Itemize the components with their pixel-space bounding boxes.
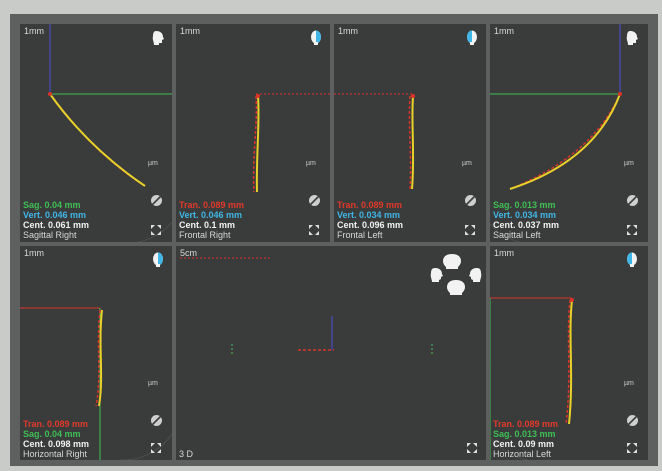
sagittal-left-plot xyxy=(490,24,622,242)
panel-frontal-left[interactable]: 1mm µm Tran. 0.089 mm Vert. 0.034 mm Cen… xyxy=(334,24,486,242)
scale-label: 1mm xyxy=(24,248,44,258)
maximize-icon[interactable] xyxy=(466,442,478,454)
scale-label: 5cm xyxy=(180,248,198,258)
maximize-icon[interactable] xyxy=(150,224,162,236)
measure-line-1: Tran. 0.089 mm xyxy=(493,419,559,429)
panel-sagittal-left[interactable]: 1mm µm Sag. 0.013 mm Vert. 0.034 mm Cent… xyxy=(490,24,648,242)
panel-horizontal-right[interactable]: 1mm µm Tran. 0.089 mm Sag. 0.04 mm Cent.… xyxy=(20,246,172,460)
view-name: Horizontal Right xyxy=(23,449,88,459)
panel-sagittal-right[interactable]: 1mm µm Sag. 0.04 mm Vert. 0.046 mm Cent.… xyxy=(20,24,172,242)
panel-frontal-right[interactable]: 1mm µm Tran. 0.089 mm Vert. 0.046 mm Cen… xyxy=(176,24,330,242)
view-name: Frontal Left xyxy=(337,230,383,240)
hide-trace-icon[interactable] xyxy=(308,194,321,207)
measure-line-1: Tran. 0.089 mm xyxy=(337,200,403,210)
maximize-icon[interactable] xyxy=(150,442,162,454)
head-profile-icon[interactable] xyxy=(626,30,638,46)
head-front-icon[interactable] xyxy=(310,30,322,46)
measure-line-3: Cent. 0.098 mm xyxy=(23,439,90,449)
measure-line-2: Vert. 0.034 mm xyxy=(337,210,401,220)
head-front-icon[interactable] xyxy=(152,252,164,268)
scale-label: 1mm xyxy=(494,248,514,258)
head-front-icon[interactable] xyxy=(626,252,638,268)
panel-horizontal-left[interactable]: 1mm µm Tran. 0.089 mm Sag. 0.013 mm Cent… xyxy=(490,246,648,460)
unit-label: µm xyxy=(624,380,634,387)
maximize-icon[interactable] xyxy=(308,224,320,236)
horizontal-left-plot xyxy=(490,297,574,460)
hide-trace-icon[interactable] xyxy=(150,194,163,207)
measure-line-3: Cent. 0.037 mm xyxy=(493,220,560,230)
view-name: 3 D xyxy=(179,449,194,459)
horizontal-right-plot xyxy=(20,307,172,460)
view-name: Sagittal Right xyxy=(23,230,77,240)
measure-line-2: Sag. 0.013 mm xyxy=(493,429,556,439)
view-name: Horizontal Left xyxy=(493,449,552,459)
measure-line-2: Sag. 0.04 mm xyxy=(23,429,81,439)
scale-label: 1mm xyxy=(338,26,358,36)
unit-label: µm xyxy=(624,160,634,167)
unit-label: µm xyxy=(148,380,158,387)
frontal-left-plot xyxy=(334,93,415,190)
maximize-icon[interactable] xyxy=(626,442,638,454)
measure-line-1: Sag. 0.04 mm xyxy=(23,200,81,210)
view-name: Frontal Right xyxy=(179,230,231,240)
unit-label: µm xyxy=(306,160,316,167)
measure-line-3: Cent. 0.1 mm xyxy=(179,220,236,230)
hide-trace-icon[interactable] xyxy=(626,414,639,427)
frontal-right-plot xyxy=(252,93,330,193)
unit-label: µm xyxy=(462,160,472,167)
head-profile-icon[interactable] xyxy=(152,30,164,46)
measure-line-3: Cent. 0.061 mm xyxy=(23,220,90,230)
hide-trace-icon[interactable] xyxy=(626,194,639,207)
measure-line-3: Cent. 0.09 mm xyxy=(493,439,555,449)
panel-3d[interactable]: 5cm 3 D xyxy=(176,246,486,460)
scale-label: 1mm xyxy=(24,26,44,36)
measure-line-2: Vert. 0.046 mm xyxy=(179,210,243,220)
view-name: Sagittal Left xyxy=(493,230,541,240)
measure-line-3: Cent. 0.096 mm xyxy=(337,220,404,230)
head-front-icon[interactable] xyxy=(466,30,478,46)
sagittal-right-plot xyxy=(48,24,172,242)
measure-line-1: Tran. 0.089 mm xyxy=(179,200,245,210)
maximize-icon[interactable] xyxy=(626,224,638,236)
scale-label: 1mm xyxy=(180,26,200,36)
measure-line-1: Sag. 0.013 mm xyxy=(493,200,556,210)
measure-line-2: Vert. 0.034 mm xyxy=(493,210,557,220)
measure-line-2: Vert. 0.046 mm xyxy=(23,210,87,220)
hide-trace-icon[interactable] xyxy=(150,414,163,427)
unit-label: µm xyxy=(148,160,158,167)
heads-3d-icon[interactable] xyxy=(430,252,482,300)
scale-label: 1mm xyxy=(494,26,514,36)
view-3d-plot xyxy=(180,257,433,356)
maximize-icon[interactable] xyxy=(464,224,476,236)
measure-line-1: Tran. 0.089 mm xyxy=(23,419,89,429)
tracking-views-grid: 1mm µm Sag. 0.04 mm Vert. 0.046 mm Cent.… xyxy=(10,14,658,466)
hide-trace-icon[interactable] xyxy=(464,194,477,207)
